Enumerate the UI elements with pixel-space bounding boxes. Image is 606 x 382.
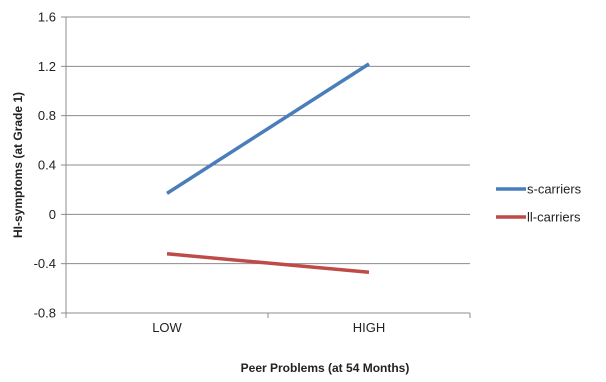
y-tick-label: 0.4: [38, 158, 56, 173]
y-tick-label: 0: [49, 207, 56, 222]
x-tick-labels: LOW HIGH: [152, 320, 385, 335]
y-axis-title: HI-symptoms (at Grade 1): [11, 92, 25, 238]
y-tick-label: 0.8: [38, 108, 56, 123]
y-tick-labels: 1.6 1.2 0.8 0.4 0 -0.4 -0.8: [34, 10, 56, 321]
y-tick-label: -0.8: [34, 306, 56, 321]
y-tick-label: 1.2: [38, 59, 56, 74]
y-tick-label: 1.6: [38, 10, 56, 25]
legend: s-carriers ll-carriers: [496, 182, 582, 225]
legend-label-s-carriers: s-carriers: [527, 182, 582, 197]
series-line-ll-carriers: [166, 252, 370, 275]
legend-label-ll-carriers: ll-carriers: [527, 210, 581, 225]
axes: [61, 16, 471, 318]
x-tick-label: HIGH: [353, 320, 386, 335]
series-lines: [166, 62, 370, 275]
series-line-s-carriers: [166, 62, 370, 195]
x-axis-title: Peer Problems (at 54 Months): [241, 361, 410, 375]
gridlines: [66, 16, 470, 314]
y-tick-label: -0.4: [34, 256, 56, 271]
x-tick-label: LOW: [152, 320, 182, 335]
